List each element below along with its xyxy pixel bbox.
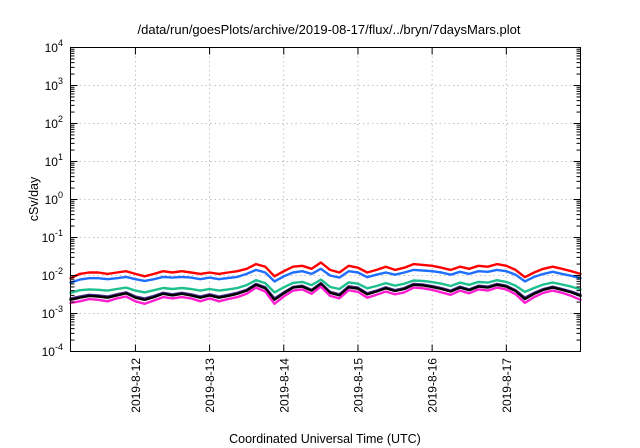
y-tick-label: 10-4 [42, 342, 63, 359]
y-tick-label-base: 10 [45, 79, 59, 93]
series-line-5 [69, 282, 582, 301]
y-tick-label-base: 10 [42, 269, 56, 283]
y-tick-label-base: 10 [42, 345, 56, 359]
y-tick-label-exponent: 1 [58, 152, 63, 162]
x-tick-label: 2019-8-14 [277, 358, 291, 413]
y-tick-label-base: 10 [42, 307, 56, 321]
y-tick-label: 104 [45, 38, 63, 55]
series-line-3 [69, 278, 582, 294]
x-axis-label: Coordinated Universal Time (UTC) [229, 432, 421, 446]
y-tick-label-exponent: 3 [58, 76, 63, 86]
y-tick-label-base: 10 [45, 193, 59, 207]
y-tick-label-base: 10 [45, 117, 59, 131]
y-tick-label-exponent: 2 [58, 114, 63, 124]
x-tick-label: 2019-8-15 [351, 358, 365, 413]
series-line-1 [69, 261, 582, 280]
y-tick-label-exponent: 4 [58, 38, 63, 48]
chart-title: /data/run/goesPlots/archive/2019-08-17/f… [138, 22, 521, 37]
y-tick-label: 101 [45, 152, 63, 169]
y-tick-label-exponent: -2 [55, 266, 63, 276]
series-line-6 [69, 285, 582, 305]
y-tick-label: 100 [45, 190, 63, 207]
x-tick-label: 2019-8-13 [203, 358, 217, 413]
y-tick-label: 10-1 [42, 228, 63, 245]
x-tick-labels: 2019-8-12 2019-8-13 2019-8-14 2019-8-15 2019… [129, 358, 514, 413]
y-tick-label-exponent: -3 [55, 304, 63, 314]
series-line-2 [69, 267, 582, 284]
y-tick-label-base: 10 [45, 41, 59, 55]
y-tick-label-exponent: 0 [58, 190, 63, 200]
y-tick-label-exponent: -1 [55, 228, 63, 238]
y-tick-label: 10-3 [42, 304, 63, 321]
x-tick-label: 2019-8-12 [129, 358, 143, 413]
y-axis-label: cSv/day [27, 176, 41, 221]
y-tick-label: 10-2 [42, 266, 63, 283]
y-tick-label: 102 [45, 114, 63, 131]
x-tick-label: 2019-8-17 [500, 358, 514, 413]
x-tick-label: 2019-8-16 [426, 358, 440, 413]
y-tick-label: 103 [45, 76, 63, 93]
data-series [69, 261, 582, 305]
y-tick-label-base: 10 [45, 155, 59, 169]
y-tick-label-exponent: -4 [55, 342, 63, 352]
axis-ticks [70, 47, 581, 352]
y-tick-label-base: 10 [42, 231, 56, 245]
